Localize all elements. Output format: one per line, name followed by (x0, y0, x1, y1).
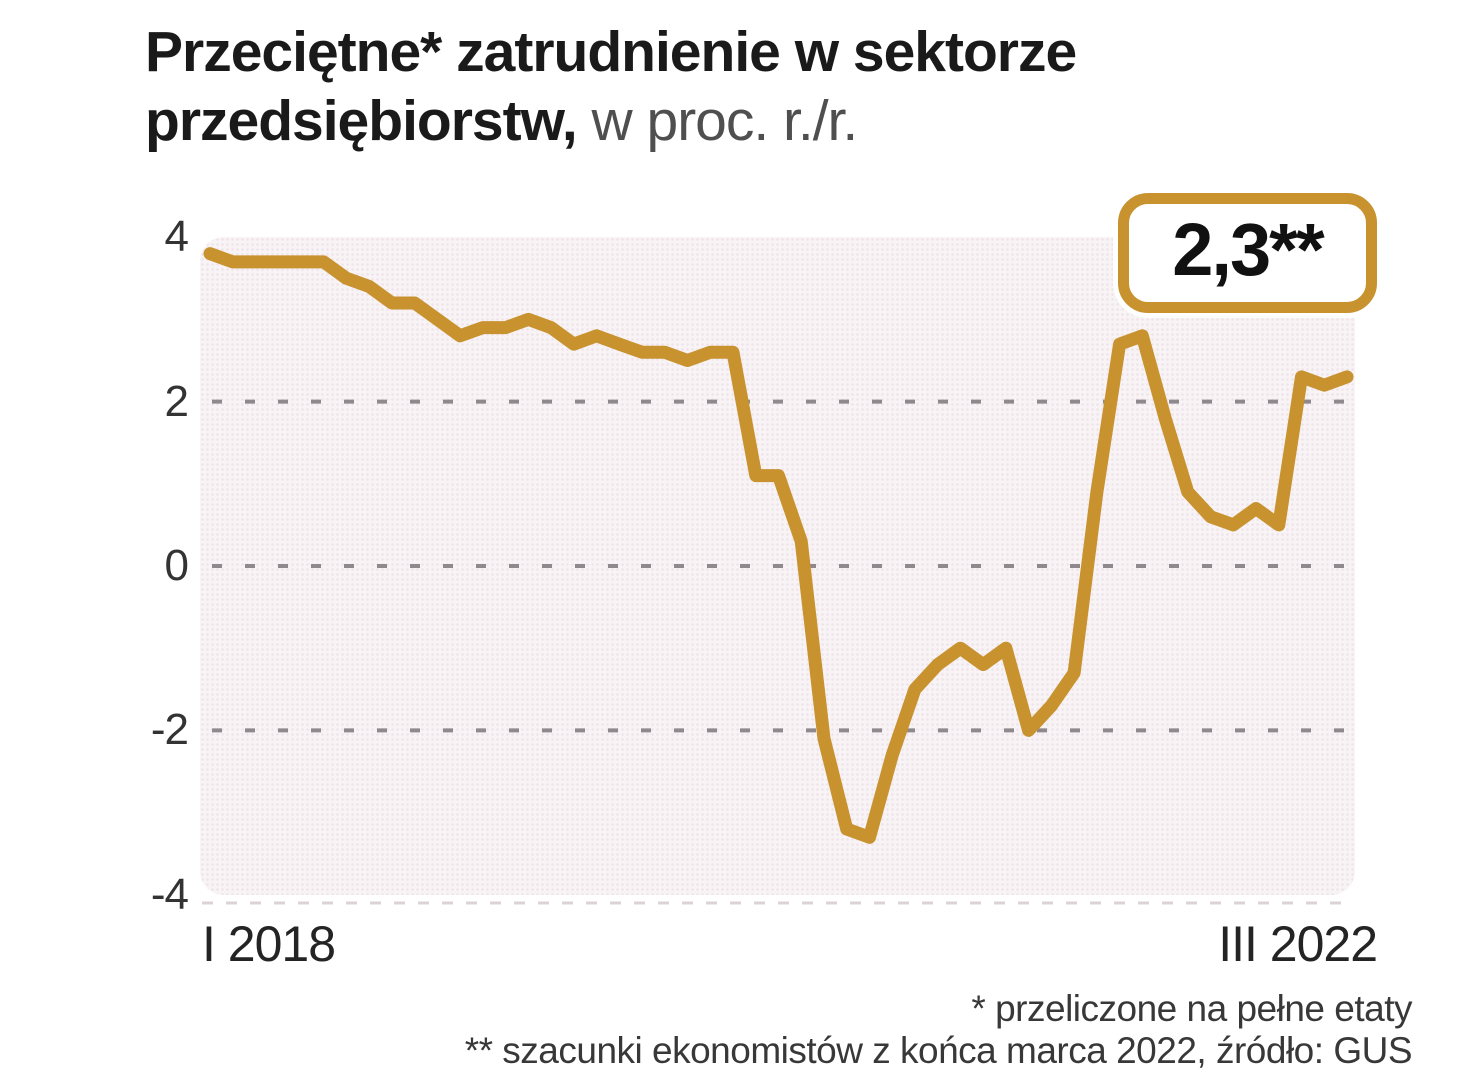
y-axis-tick-label: -2 (150, 705, 189, 754)
footnotes: * przeliczone na pełne etaty ** szacunki… (464, 988, 1413, 1072)
plot-area (200, 237, 1355, 895)
chart-title-line1: Przeciętne* zatrudnienie w sektorze (145, 20, 1077, 84)
footnote-asterisk: * przeliczone na pełne etaty (971, 988, 1412, 1029)
footnote-double-asterisk: ** szacunki ekonomistów z końca marca 20… (464, 1030, 1413, 1071)
chart-title-units: w proc. r./r. (576, 89, 858, 153)
chart-title-line2-bold: przedsiębiorstw, (145, 89, 578, 153)
x-axis-label-start: I 2018 (202, 916, 336, 972)
y-axis-tick-label: -4 (150, 870, 189, 919)
y-axis-tick-label: 0 (164, 541, 189, 590)
chart-title: Przeciętne* zatrudnienie w sektorze przed… (145, 18, 1245, 156)
x-axis-label-end: III 2022 (1218, 916, 1378, 972)
y-axis-tick-label: 2 (164, 377, 189, 426)
y-axis-tick-label: 4 (164, 212, 189, 261)
latest-value-text: 2,3** (1172, 208, 1324, 291)
latest-value-badge: 2,3** (1118, 193, 1377, 313)
